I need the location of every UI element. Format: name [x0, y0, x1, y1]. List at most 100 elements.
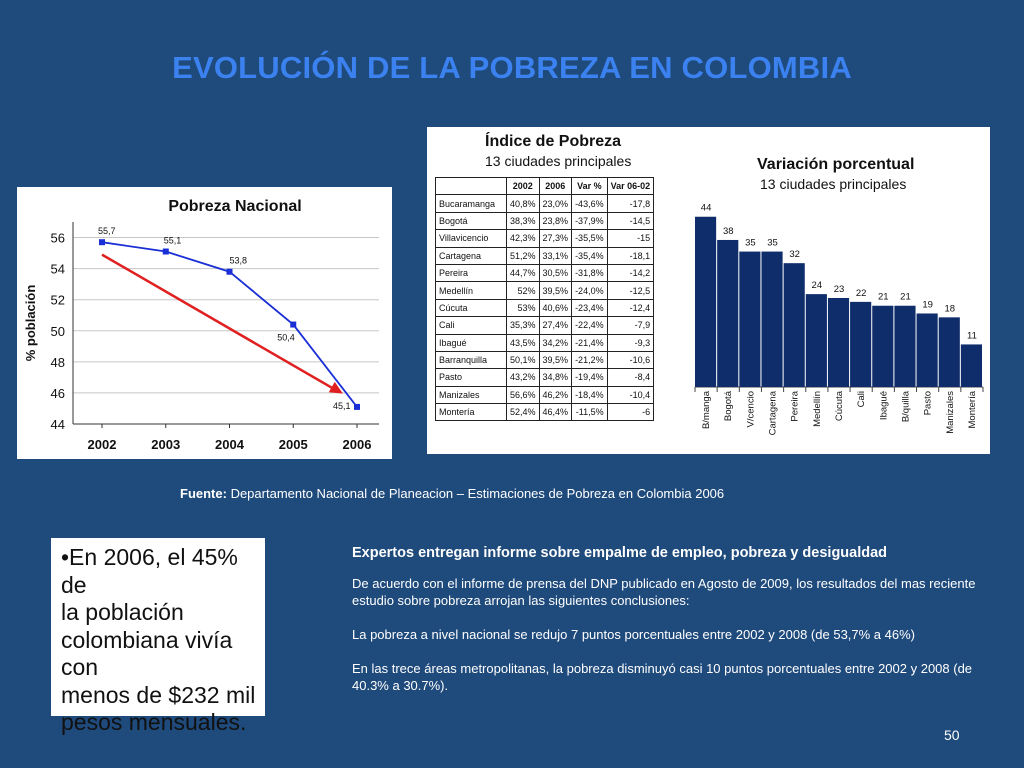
bar-value-label: 19 [922, 299, 933, 310]
bar [894, 305, 916, 387]
national-poverty-chart: Pobreza Nacional 44 46 48 50 52 54 56 2002 2003 20… [23, 198, 379, 452]
x-tick-label: Cartagena [768, 390, 779, 435]
table-header-cell: Var 06-02 [606, 176, 655, 196]
news-headline: Expertos entregan informe sobre empalme … [352, 545, 888, 561]
table-header-row: 2002 2006 Var % Var 06-02 [435, 176, 655, 196]
data-label: 45,1 [333, 401, 351, 411]
x-tick-label: 2004 [215, 437, 245, 452]
data-label: 53,8 [230, 256, 248, 266]
table-row: Cali 35,3% 27,4% -22,4% -7,9 [435, 316, 655, 335]
bar [938, 317, 960, 387]
x-tick-label: Cúcuta [834, 390, 845, 421]
x-tick-label: Ibagué [878, 391, 889, 420]
x-tick-label: B/quilla [900, 390, 911, 422]
slide-title: EVOLUCIÓN DE LA POBREZA EN COLOMBIA [172, 50, 852, 85]
trend-arrow [101, 253, 336, 391]
x-tick-label: 2002 [88, 437, 117, 452]
city-poverty-panel: Índice de Pobreza 13 ciudades principale… [427, 127, 990, 454]
bar-value-label: 21 [900, 292, 911, 303]
x-tick-label: 2006 [343, 437, 372, 452]
bar-value-label: 38 [723, 226, 734, 237]
bar-value-label: 18 [944, 303, 955, 314]
index-table-title: Índice de Pobreza [485, 133, 622, 150]
x-tick-label: Medellín [812, 391, 823, 427]
x-tick-label: Cali [856, 391, 867, 407]
y-tick-label: 48 [51, 355, 65, 370]
bar [761, 251, 783, 387]
x-tick-label: Pereira [790, 390, 801, 421]
bar-value-label: 11 [967, 330, 977, 341]
y-tick-label: 52 [51, 293, 65, 308]
table-row: Pereira 44,7% 30,5% -31,8% -14,2 [435, 263, 655, 283]
city-name-cell: Montería [435, 403, 507, 422]
table-cell: -6 [606, 403, 655, 422]
quote-line: pesos mensuales. [61, 709, 247, 735]
bar-value-label: 22 [856, 288, 867, 299]
table-header-cell [435, 176, 507, 196]
news-paragraph: En las trece áreas metropolitanas, la po… [352, 661, 973, 693]
news-paragraph: La pobreza a nivel nacional se redujo 7 … [352, 627, 915, 642]
bar-value-label: 44 [701, 203, 712, 214]
bar [739, 251, 761, 387]
y-axis-label: % población [23, 285, 38, 362]
quote-line: la población [61, 599, 184, 625]
poverty-index-table: 2002 2006 Var % Var 06-02 Bucaramanga 40,8% 2… [435, 176, 655, 422]
variation-chart-title: Variación porcentual [757, 156, 915, 173]
table-row: Villavicencio 42,3% 27,3% -35,5% -15 [435, 229, 655, 248]
x-tick-label: B/manga [701, 390, 712, 429]
data-label: 50,4 [277, 333, 295, 343]
x-tick-label: Manizales [945, 391, 956, 434]
bar [827, 298, 850, 387]
bar [805, 294, 827, 387]
data-point [354, 403, 360, 410]
x-tick-label: Pasto [923, 391, 934, 415]
y-tick-label: 44 [51, 417, 65, 432]
bar-value-label: 21 [878, 292, 889, 303]
data-point [226, 268, 233, 275]
data-label: 55,7 [98, 226, 116, 236]
table-row: Cartagena 51,2% 33,1% -35,4% -18,1 [435, 246, 655, 265]
table-row: Medellín 52% 39,5% -24,0% -12,5 [435, 281, 655, 300]
y-tick-label: 56 [51, 231, 65, 246]
bar-value-label: 24 [812, 280, 823, 291]
bar [717, 239, 739, 387]
page-number: 50 [944, 727, 960, 743]
x-tick-label: 2003 [151, 437, 180, 452]
quote-line: •En 2006, el 45% de [61, 544, 238, 598]
table-row: Ibagué 43,5% 34,2% -21,4% -9,3 [435, 333, 655, 352]
table-row: Montería 52,4% 46,4% -11,5% -6 [435, 403, 655, 422]
bar-value-label: 35 [767, 238, 778, 249]
source-text: Departamento Nacional de Planeacion – Es… [226, 486, 725, 501]
bar [783, 263, 805, 387]
data-point [99, 239, 105, 246]
bar-value-label: 23 [834, 284, 845, 295]
source-label: Fuente: [180, 486, 227, 501]
data-point [290, 321, 297, 328]
chart-title: Pobreza Nacional [168, 198, 301, 215]
table-cell: 46,4% [538, 403, 573, 422]
x-tick-label: V/cencio [745, 391, 756, 427]
bar [872, 305, 894, 387]
series-line [101, 241, 358, 408]
table-row: Bogotá 38,3% 23,8% -37,9% -14,5 [435, 211, 655, 231]
news-paragraph: De acuerdo con el informe de prensa del … [352, 576, 976, 608]
x-tick-label: Bogotá [723, 390, 734, 421]
bar-value-label: 35 [745, 238, 756, 249]
y-tick-label: 50 [51, 324, 65, 339]
table-row: Barranquilla 50,1% 39,5% -21,2% -10,6 [435, 350, 655, 370]
x-tick-label: Montería [967, 390, 978, 428]
news-block: Expertos entregan informe sobre empalme … [352, 545, 992, 711]
table-header-cell: Var % [571, 176, 608, 196]
data-point [162, 248, 169, 255]
bar [850, 301, 872, 387]
trend-arrow-head [328, 381, 343, 394]
x-tick-label: 2005 [279, 437, 308, 452]
quote-line: colombiana vivía con [61, 626, 233, 681]
bar [960, 344, 982, 387]
quote-line: menos de $232 mil [61, 681, 256, 708]
y-tick-label: 54 [51, 262, 65, 277]
table-row: Cúcuta 53% 40,6% -23,4% -12,4 [435, 298, 655, 318]
bar [695, 216, 717, 387]
quote-box: •En 2006, el 45% de la población colombi… [51, 538, 265, 735]
variation-bar-chart: 44 B/manga 38 Bogotá 35 V/cencio 35 Cartagena 32… [694, 203, 984, 435]
